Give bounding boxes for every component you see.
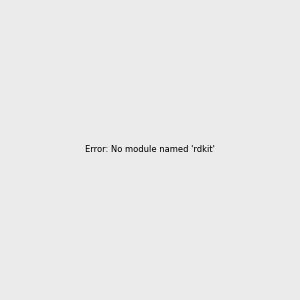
Text: Error: No module named 'rdkit': Error: No module named 'rdkit'	[85, 146, 215, 154]
